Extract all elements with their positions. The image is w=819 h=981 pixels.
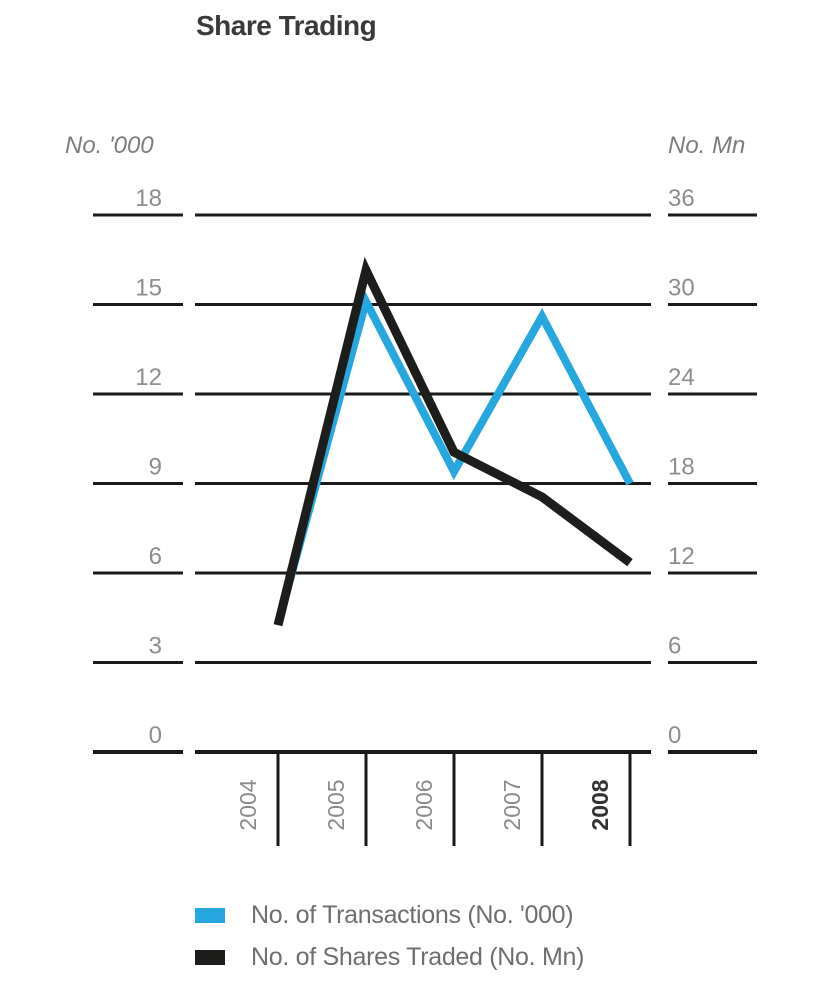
shares-traded-series-swatch <box>195 950 225 965</box>
x-axis-year-label: 2005 <box>323 779 349 830</box>
left-axis-title: No. '000 <box>65 132 154 159</box>
legend-label-transactions: No. of Transactions (No. '000) <box>251 901 574 929</box>
right-axis-tick-label: 0 <box>668 722 681 749</box>
x-axis-year-label: 2006 <box>411 779 437 830</box>
left-axis-tick-label: 12 <box>135 364 162 391</box>
left-axis-tick-label: 6 <box>149 543 162 570</box>
right-axis-tick-label: 18 <box>668 454 695 481</box>
chart-legend: No. of Transactions (No. '000) No. of Sh… <box>195 901 584 972</box>
right-axis-tick-label: 36 <box>668 185 695 212</box>
right-axis-tick-label: 24 <box>668 364 695 391</box>
left-axis-tick-label: 3 <box>149 633 162 660</box>
left-axis-tick-label: 0 <box>149 722 162 749</box>
right-axis-tick-label: 6 <box>668 633 681 660</box>
right-axis-tick-label: 12 <box>668 543 695 570</box>
x-axis-year-label: 2004 <box>235 779 261 830</box>
transactions-series-swatch <box>195 908 225 923</box>
left-axis-tick-label: 18 <box>135 185 162 212</box>
legend-label-shares-traded: No. of Shares Traded (No. Mn) <box>251 943 585 971</box>
legend-item-shares-traded: No. of Shares Traded (No. Mn) <box>195 943 584 972</box>
transactions-series-line <box>274 290 634 625</box>
right-axis-tick-label: 30 <box>668 275 695 302</box>
right-axis-title: No. Mn <box>668 132 745 159</box>
left-axis-tick-label: 15 <box>135 275 162 302</box>
chart-title: Share Trading <box>196 10 377 41</box>
legend-item-transactions: No. of Transactions (No. '000) <box>195 901 584 930</box>
x-axis-year-label: 2008 <box>587 779 613 830</box>
left-axis-tick-label: 9 <box>149 454 162 481</box>
x-axis-year-label: 2007 <box>499 779 525 830</box>
shares-traded-series-line <box>273 257 633 627</box>
